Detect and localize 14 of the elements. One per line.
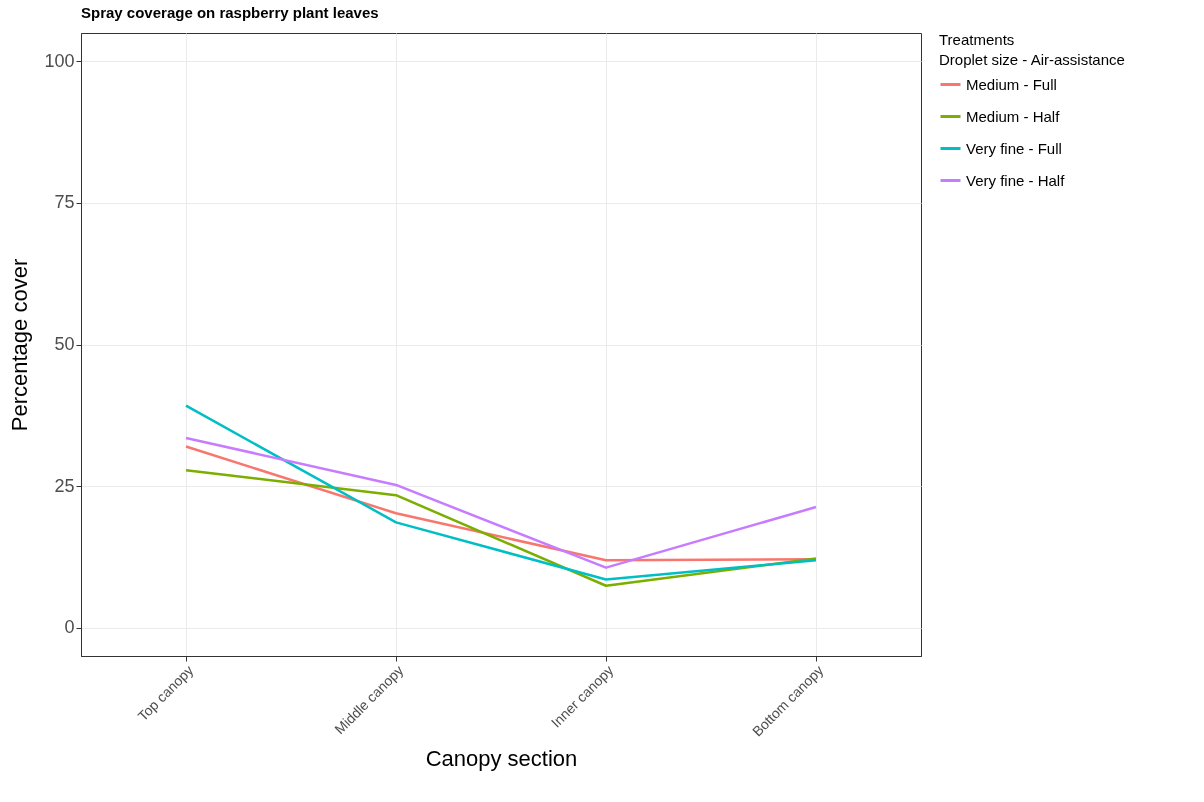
legend-label: Very fine - Full	[966, 139, 1062, 157]
y-tick-label: 25	[54, 475, 75, 496]
x-axis-title: Canopy section	[425, 746, 578, 772]
line-series	[184, 404, 818, 581]
legend-label: Medium - Half	[966, 107, 1061, 125]
legend-title: Treatments Droplet size - Air-assistance	[939, 31, 1125, 68]
y-tick-label: 0	[64, 617, 75, 638]
legend-label: Very fine - Half	[966, 171, 1066, 189]
y-tick-label: 50	[54, 334, 75, 354]
y-tick-label: 75	[54, 192, 75, 213]
y-axis-title: Percentage cover	[7, 258, 33, 432]
legend-label: Medium - Full	[966, 75, 1057, 93]
chart-title: Spray coverage on raspberry plant leaves	[81, 4, 379, 21]
y-tick-label: 100	[44, 50, 75, 71]
